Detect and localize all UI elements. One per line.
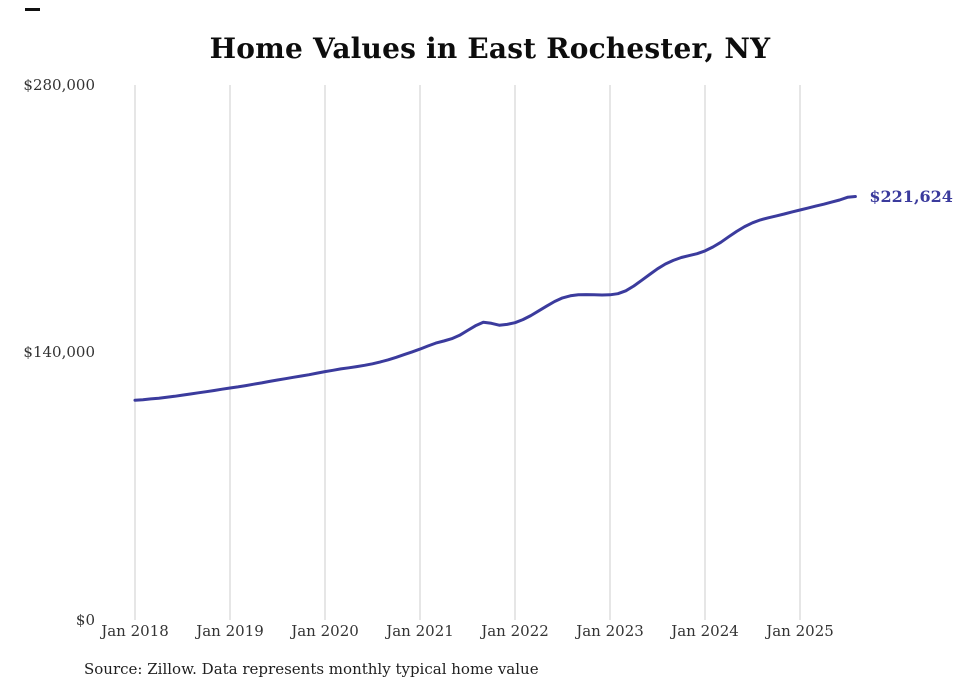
home-value-line [133, 195, 857, 402]
x-tick-label: Jan 2021 [386, 622, 454, 640]
corner-mark [25, 8, 40, 11]
x-tick-label: Jan 2019 [196, 622, 264, 640]
x-tick-label: Jan 2020 [291, 622, 359, 640]
x-tick-label: Jan 2024 [671, 622, 739, 640]
y-tick-label-280000: $280,000 [23, 76, 95, 94]
x-tick-label: Jan 2018 [101, 622, 169, 640]
latest-value-label: $221,624 [869, 186, 953, 206]
chart-title: Home Values in East Rochester, NY [209, 32, 771, 65]
x-tick-label: Jan 2022 [481, 622, 549, 640]
source-note: Source: Zillow. Data represents monthly … [84, 660, 539, 678]
x-tick-label: Jan 2023 [576, 622, 644, 640]
y-tick-label-0: $0 [75, 611, 95, 629]
x-tick-label: Jan 2025 [766, 622, 834, 640]
y-tick-label-140000: $140,000 [23, 343, 95, 361]
